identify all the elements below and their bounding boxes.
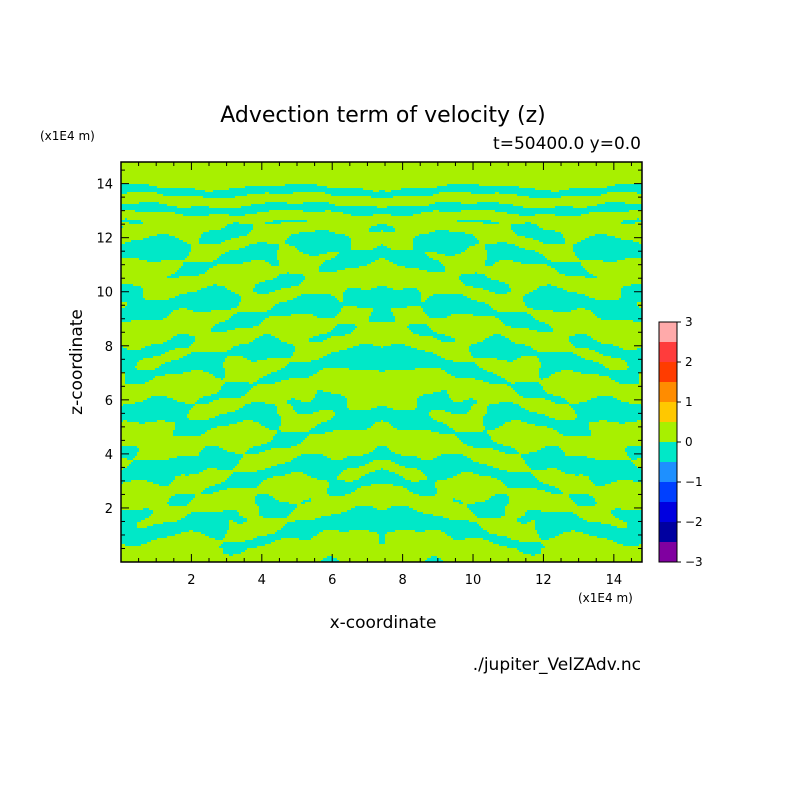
colorbar-swatch [659, 462, 677, 482]
colorbar-swatch [659, 522, 677, 542]
y-tick-label: 6 [105, 394, 113, 409]
colorbar-tick-label: −2 [685, 515, 703, 529]
x-tick-label: 6 [328, 573, 336, 588]
colorbar-swatch [659, 322, 677, 342]
y-tick-label: 4 [105, 448, 113, 463]
y-tick-label: 8 [105, 340, 113, 355]
source-file-label: ./jupiter_VelZAdv.nc [473, 655, 641, 675]
y-tick-label: 10 [96, 286, 113, 301]
y-unit-label: (x1E4 m) [40, 129, 95, 143]
colorbar-swatch [659, 482, 677, 502]
x-tick-label: 14 [606, 573, 623, 588]
y-tick-label: 12 [96, 232, 113, 247]
colorbar-swatch [659, 422, 677, 442]
chart-title: Advection term of velocity (z) [220, 103, 546, 128]
y-axis-label: z-coordinate [67, 309, 87, 415]
colorbar-swatch [659, 362, 677, 382]
colorbar-swatch [659, 342, 677, 362]
x-tick-label: 10 [465, 573, 482, 588]
y-axis: 2 4 6 8 10 12 14 [96, 169, 642, 549]
x-tick-label: 12 [535, 573, 552, 588]
colorbar-tick-label: 0 [685, 435, 693, 449]
colorbar-swatch [659, 402, 677, 422]
colorbar-swatch [659, 382, 677, 402]
y-tick-label: 2 [105, 502, 113, 517]
colorbar: 3 2 1 0 −1 −2 −3 [658, 315, 703, 569]
colorbar-tick-label: −3 [685, 555, 703, 569]
colorbar-swatch [659, 442, 677, 462]
x-axis: 2 4 6 8 10 12 14 [138, 162, 632, 588]
field-negative-region [121, 184, 642, 562]
colorbar-tick-label: 3 [685, 315, 693, 329]
contour-field [121, 162, 642, 562]
x-axis-label: x-coordinate [330, 613, 437, 633]
x-tick-label: 2 [187, 573, 195, 588]
colorbar-swatch [659, 542, 677, 562]
colorbar-tick-label: 1 [685, 395, 693, 409]
y-tick-label: 14 [96, 178, 113, 193]
x-tick-label: 4 [258, 573, 266, 588]
colorbar-swatch [659, 502, 677, 522]
chart-subtitle: t=50400.0 y=0.0 [493, 134, 641, 154]
x-unit-label: (x1E4 m) [578, 591, 633, 605]
colorbar-tick-label: 2 [685, 355, 693, 369]
plot-frame [120, 161, 643, 563]
x-tick-label: 8 [398, 573, 406, 588]
colorbar-tick-label: −1 [685, 475, 703, 489]
